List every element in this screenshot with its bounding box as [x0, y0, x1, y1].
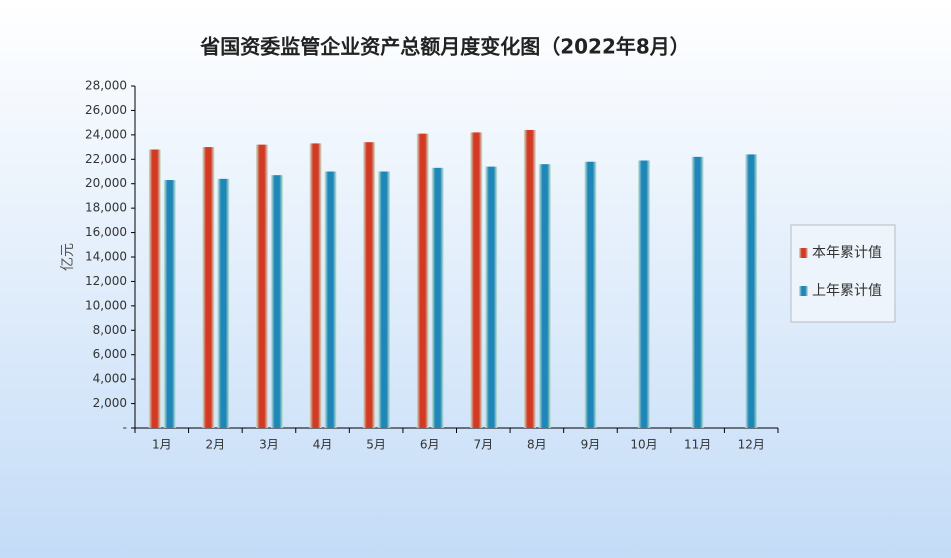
x-tick-label: 8月 — [527, 438, 547, 452]
x-tick-label: 6月 — [420, 438, 440, 452]
legend-swatch — [799, 286, 808, 296]
bar — [363, 142, 376, 428]
x-tick-label: 4月 — [313, 438, 333, 452]
y-tick-label: 12,000 — [85, 274, 127, 288]
bar — [270, 175, 283, 428]
x-tick-label: 3月 — [259, 438, 279, 452]
y-tick-label: 26,000 — [85, 103, 127, 117]
x-tick-label: 2月 — [206, 438, 226, 452]
bar — [148, 149, 161, 428]
bar — [255, 144, 268, 428]
y-tick-label: 24,000 — [85, 127, 127, 141]
bar — [217, 178, 230, 428]
bar — [324, 171, 337, 428]
bar — [485, 166, 498, 428]
y-tick-label: 4,000 — [93, 372, 127, 386]
y-tick-label: 8,000 — [93, 323, 127, 337]
x-tick-label: 11月 — [684, 438, 711, 452]
y-tick-label: 2,000 — [93, 396, 127, 410]
legend-swatch — [799, 248, 808, 258]
bar — [163, 180, 176, 428]
x-tick-label: 5月 — [366, 438, 386, 452]
chart-title: 省国资委监管企业资产总额月度变化图（2022年8月） — [199, 35, 690, 59]
bar — [378, 171, 391, 428]
y-tick-label: 18,000 — [85, 201, 127, 215]
bar — [202, 147, 215, 429]
y-tick-label: 10,000 — [85, 298, 127, 312]
x-tick-label: 7月 — [473, 438, 493, 452]
y-tick-label: 28,000 — [85, 79, 127, 93]
legend-label: 本年累计值 — [812, 245, 882, 261]
y-tick-label: 16,000 — [85, 225, 127, 239]
bar — [638, 160, 651, 428]
bar — [416, 133, 429, 428]
legend-box — [790, 224, 896, 323]
bar — [523, 129, 536, 428]
bar — [538, 164, 551, 428]
y-tick-label: - — [123, 421, 127, 435]
x-tick-label: 10月 — [630, 438, 657, 452]
x-tick-label: 9月 — [581, 438, 601, 452]
y-tick-label: 20,000 — [85, 176, 127, 190]
bar — [470, 132, 483, 428]
bar — [584, 161, 597, 428]
bar — [691, 156, 704, 429]
bar — [309, 143, 322, 428]
bar — [431, 167, 444, 429]
y-axis-label: 亿元 — [60, 243, 76, 271]
bar — [745, 154, 758, 428]
y-tick-label: 6,000 — [93, 347, 127, 361]
x-tick-label: 12月 — [738, 438, 765, 452]
x-tick-label: 1月 — [152, 438, 172, 452]
legend-label: 上年累计值 — [812, 283, 882, 299]
y-tick-label: 22,000 — [85, 152, 127, 166]
y-tick-label: 14,000 — [85, 250, 127, 264]
